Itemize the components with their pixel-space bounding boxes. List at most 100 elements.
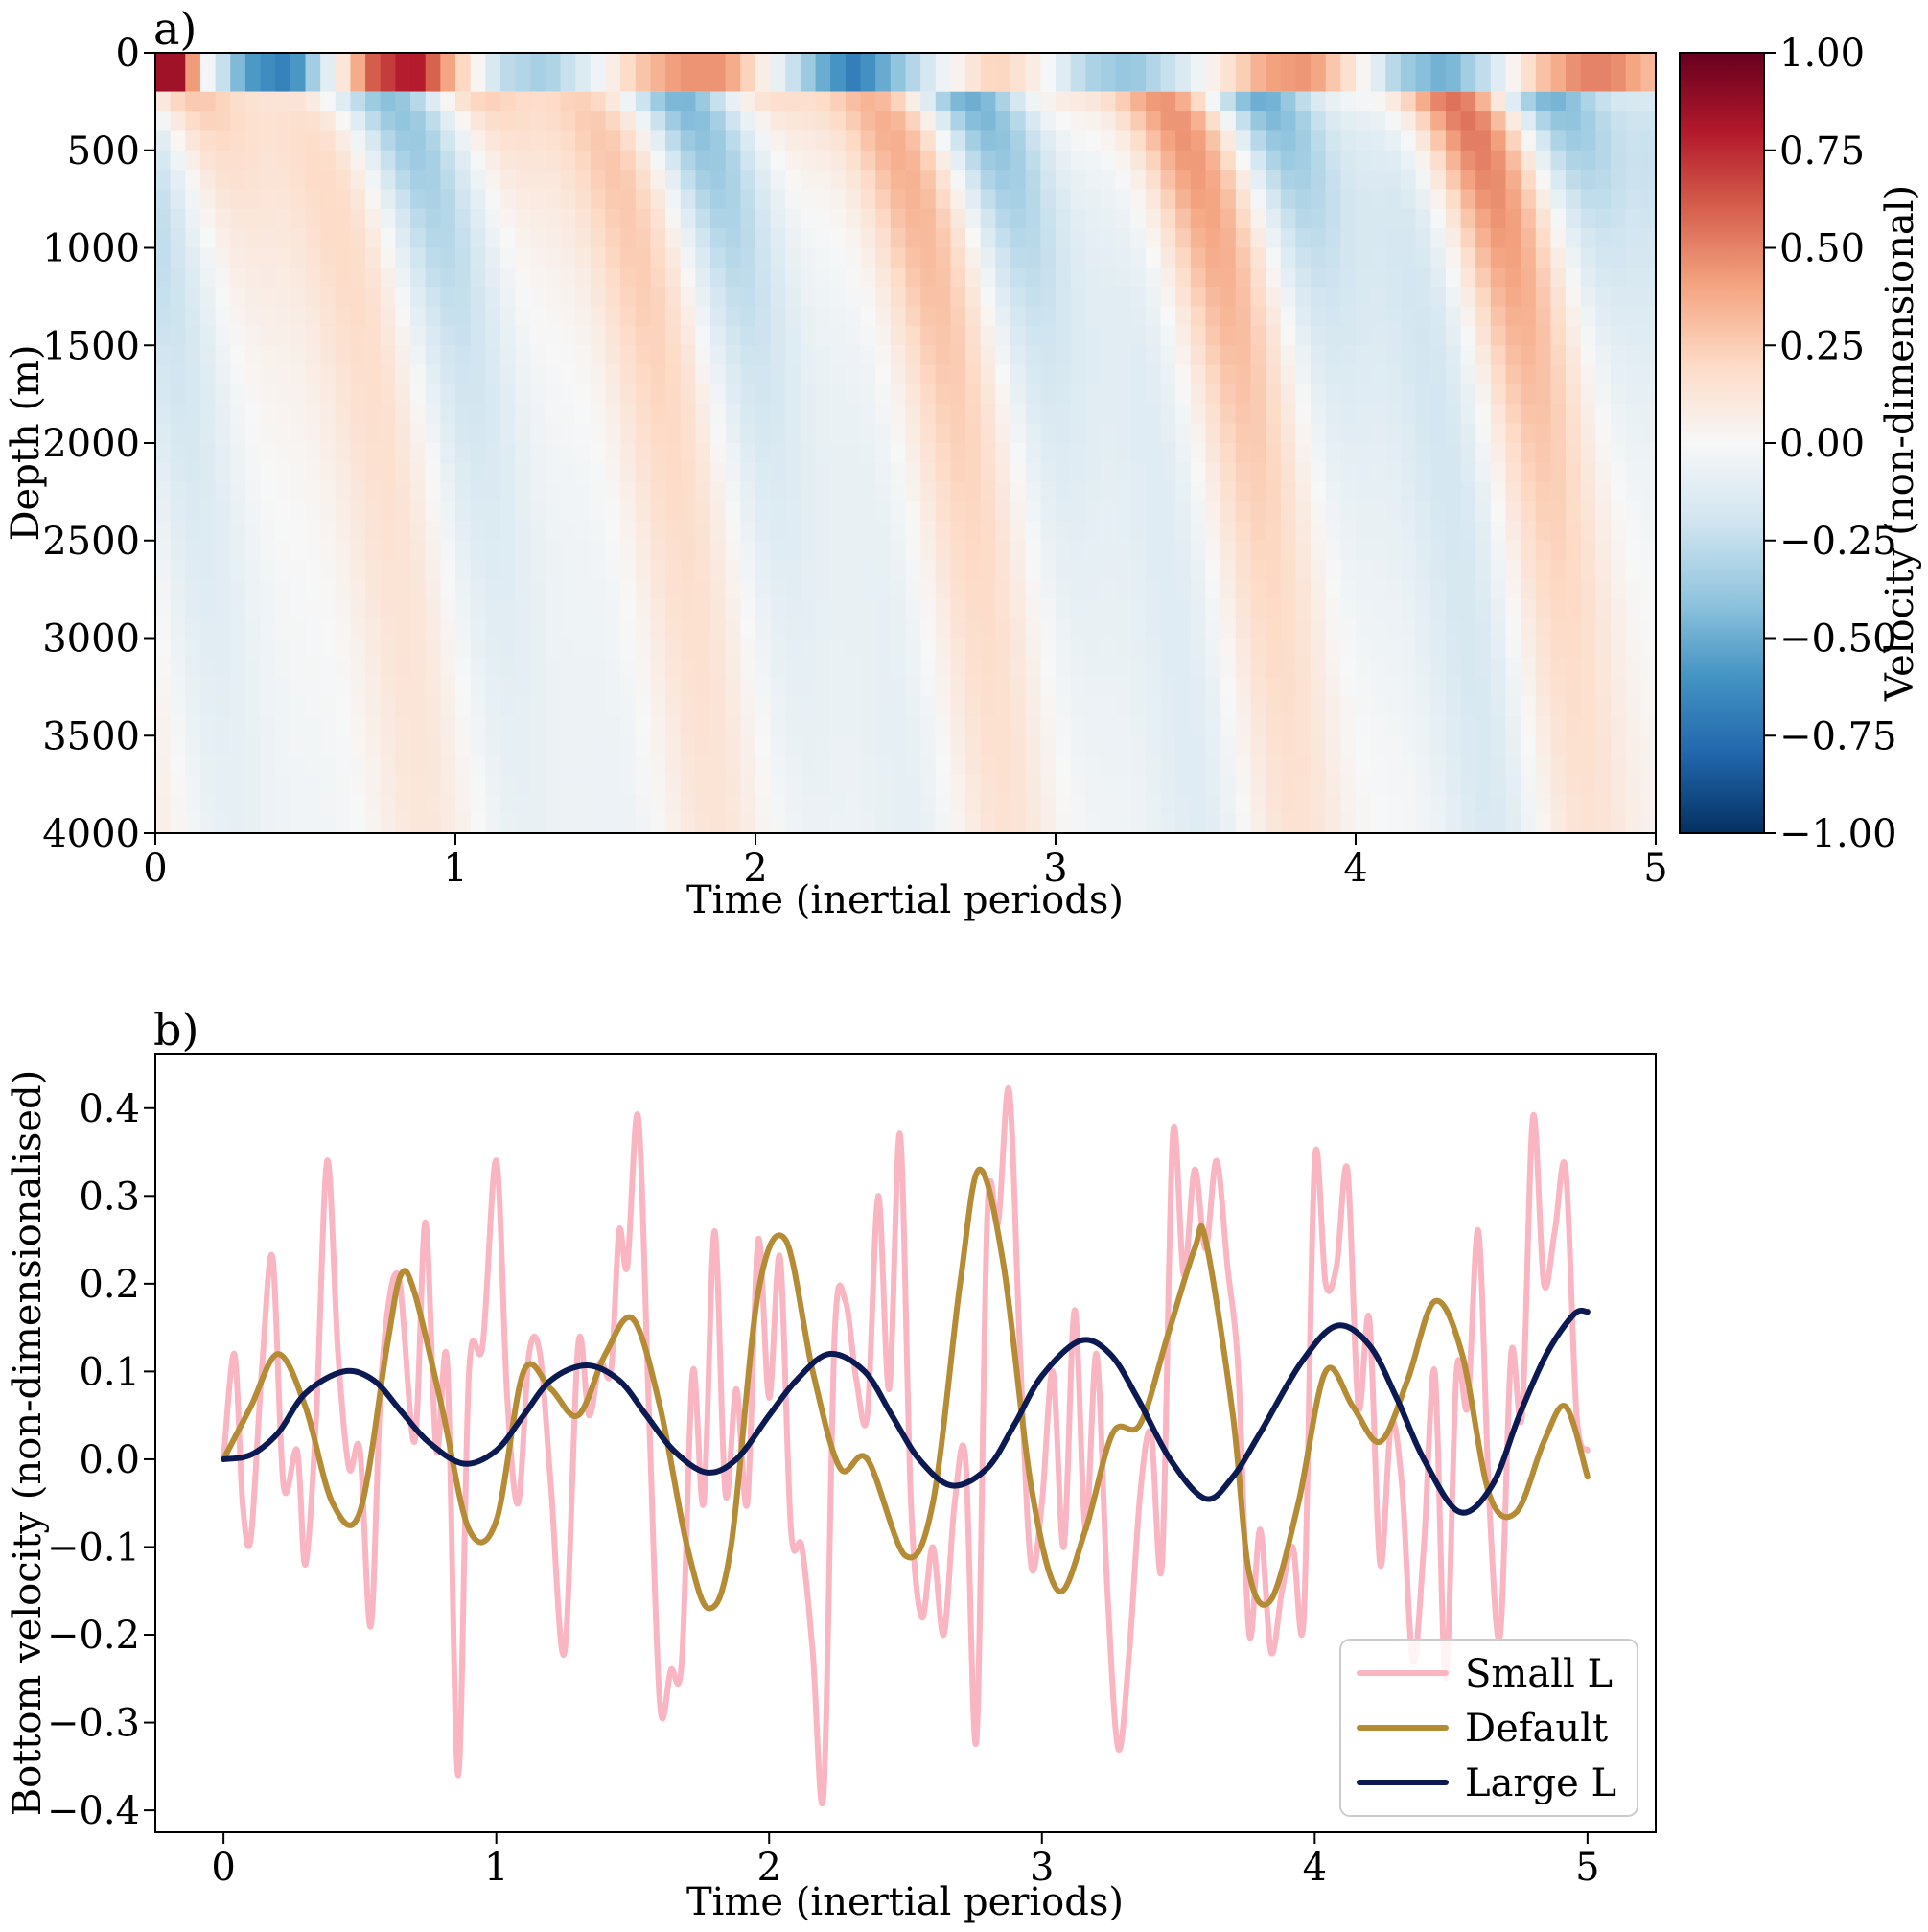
heatmap-cell [1475,696,1492,717]
heatmap-cell [545,696,562,717]
heatmap-cell [1160,91,1176,112]
heatmap-cell [1490,735,1507,757]
heatmap-cell [1430,501,1447,522]
heatmap-cell [1235,150,1252,171]
heatmap-cell [905,560,921,581]
heatmap-cell [545,618,562,640]
heatmap-cell [380,325,396,346]
heatmap-cell [620,364,637,385]
heatmap-cell [845,130,862,151]
heatmap-cell [1370,560,1386,581]
heatmap-cell [1385,540,1402,561]
heatmap-cell [320,404,337,425]
heatmap-cell [875,267,892,288]
heatmap-cell [755,443,772,463]
heatmap-cell [1475,53,1492,92]
heatmap-cell [815,579,831,600]
heatmap-cell [1070,598,1086,619]
heatmap-cell [1160,774,1176,795]
heatmap-cell [350,111,366,131]
heatmap-cell [305,540,321,561]
heatmap-cell [350,306,366,327]
heatmap-cell [305,794,321,815]
heatmap-cell [755,579,772,600]
heatmap-cell [275,618,291,640]
heatmap-cell [1190,364,1207,385]
heatmap-cell [680,384,696,405]
heatmap-cell [1280,481,1296,502]
heatmap-cell [155,598,172,619]
heatmap-cell [785,579,801,600]
heatmap-cell [395,170,411,191]
heatmap-cell [1445,501,1462,522]
heatmap-cell [1266,481,1282,502]
heatmap-cell [1475,657,1492,678]
heatmap-cell [1475,228,1492,249]
heatmap-cell [1010,579,1027,600]
heatmap-cell [575,696,592,717]
heatmap-cell [605,53,621,92]
heatmap-cell [290,755,307,776]
heatmap-cell [950,715,966,736]
heatmap-cell [1190,677,1207,698]
heatmap-cell [1460,501,1476,522]
heatmap-cell [470,774,486,795]
heatmap-cell [1415,774,1431,795]
heatmap-cell [305,247,321,268]
heatmap-cell [1190,560,1207,581]
heatmap-cell [590,755,607,776]
heatmap-cell [1611,755,1627,776]
heatmap-cell [1566,540,1582,561]
heatmap-cell [575,130,592,151]
x-tick-label: 2 [757,1846,781,1890]
heatmap-cell [1266,384,1282,405]
heatmap-cell [290,598,307,619]
heatmap-cell [950,423,966,444]
heatmap-cell [1475,267,1492,288]
heatmap-cell [1430,364,1447,385]
heatmap-cell [1325,111,1341,131]
heatmap-cell [620,481,637,502]
heatmap-cell [1100,618,1117,640]
heatmap-cell [485,715,501,736]
heatmap-cell [905,481,921,502]
heatmap-cell [530,130,546,151]
heatmap-cell [1025,481,1041,502]
heatmap-cell [1325,755,1341,776]
heatmap-cell [695,560,711,581]
heatmap-cell [1070,774,1086,795]
heatmap-cell [650,677,666,698]
heatmap-cell [470,715,486,736]
heatmap-cell [1205,813,1221,834]
heatmap-cell [1356,696,1372,717]
heatmap-cell [1266,618,1282,640]
heatmap-cell [485,579,501,600]
heatmap-cell [365,306,382,327]
colorbar-tick-label: −0.50 [1779,617,1897,662]
heatmap-cell [785,423,801,444]
heatmap-cell [695,657,711,678]
heatmap-cell [980,579,996,600]
heatmap-cell [455,423,472,444]
heatmap-cell [710,696,727,717]
heatmap-cell [770,53,786,92]
heatmap-cell [1415,130,1431,151]
heatmap-cell [665,111,682,131]
heatmap-cell [470,481,486,502]
heatmap-cell [1220,384,1237,405]
heatmap-cell [320,677,337,698]
heatmap-cell [320,501,337,522]
heatmap-cell [1190,189,1207,210]
heatmap-cell [1625,579,1641,600]
heatmap-cell [875,735,892,757]
heatmap-cell [1640,423,1657,444]
heatmap-cell [1640,306,1657,327]
heatmap-cell [740,404,756,425]
heatmap-cell [275,111,291,131]
heatmap-cell [380,423,396,444]
heatmap-cell [1250,150,1266,171]
heatmap-cell [1595,794,1612,815]
heatmap-cell [1400,598,1417,619]
heatmap-cell [710,618,727,640]
heatmap-cell [1070,677,1086,698]
